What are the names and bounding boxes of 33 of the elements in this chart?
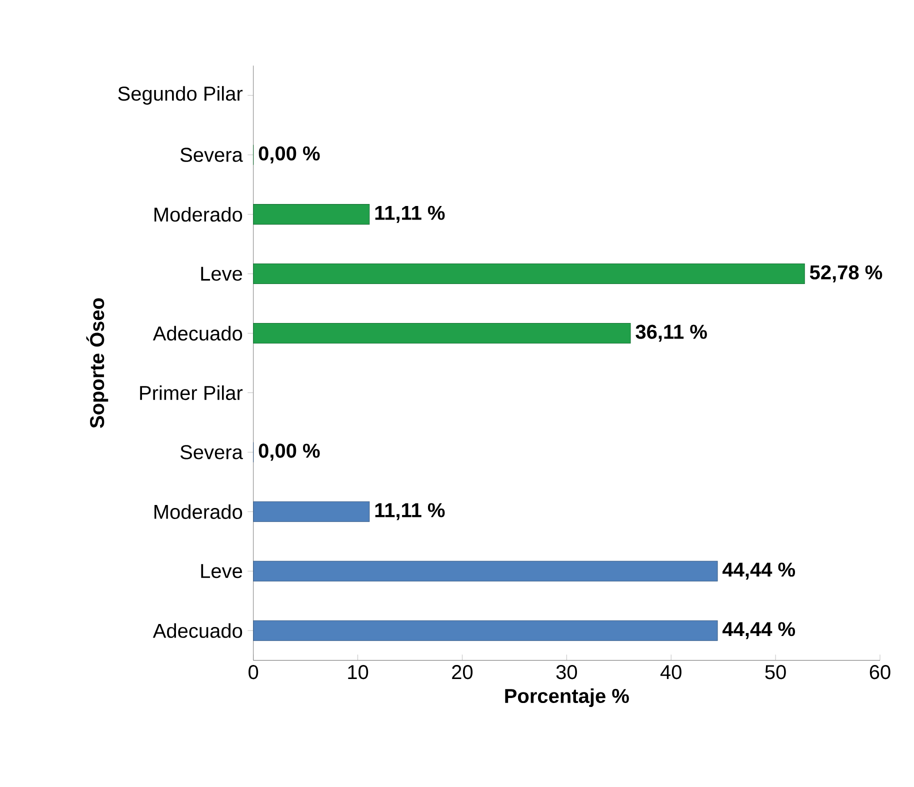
x-tick-label: 0 bbox=[248, 665, 258, 680]
data-label: 36,11 % bbox=[636, 324, 707, 342]
data-label: 52,78 % bbox=[810, 265, 882, 282]
y-tick-label: Adecuado bbox=[152, 623, 242, 638]
data-label: 11,11 % bbox=[375, 206, 445, 223]
y-tick-label: Primer Pilar bbox=[140, 385, 243, 400]
bar bbox=[253, 560, 718, 582]
y-tick-label: Leve bbox=[201, 266, 242, 281]
y-tick-label: Leve bbox=[201, 564, 242, 578]
bar bbox=[253, 204, 370, 225]
y-tick-label: Severa bbox=[180, 148, 243, 162]
y-tick-label: Adecuado bbox=[152, 326, 242, 341]
x-tick-label: 50 bbox=[765, 665, 786, 680]
y-tick-label: Severa bbox=[180, 445, 243, 460]
x-axis-title: Porcentaje % bbox=[505, 688, 629, 707]
bar bbox=[253, 501, 370, 522]
y-axis-title: Soporte Óseo bbox=[86, 298, 108, 428]
bar bbox=[253, 322, 631, 344]
data-label: 44,44 % bbox=[722, 622, 796, 640]
bar bbox=[253, 264, 805, 284]
x-tick-label: 60 bbox=[870, 665, 890, 680]
y-tick-label: Moderado bbox=[154, 206, 242, 222]
data-label: 0,00 % bbox=[258, 444, 320, 461]
data-label: 11,11 % bbox=[375, 503, 445, 520]
y-tick-label: Segundo Pilar bbox=[118, 86, 243, 105]
bar bbox=[253, 620, 718, 641]
x-tick-label: 10 bbox=[348, 665, 368, 680]
data-label: 44,44 % bbox=[722, 562, 796, 580]
y-tick-label: Moderado bbox=[154, 504, 242, 519]
x-tick-label: 40 bbox=[660, 665, 682, 680]
data-label: 0,00 % bbox=[258, 146, 320, 164]
x-tick-label: 20 bbox=[452, 665, 473, 680]
x-tick-label: 30 bbox=[556, 665, 577, 680]
